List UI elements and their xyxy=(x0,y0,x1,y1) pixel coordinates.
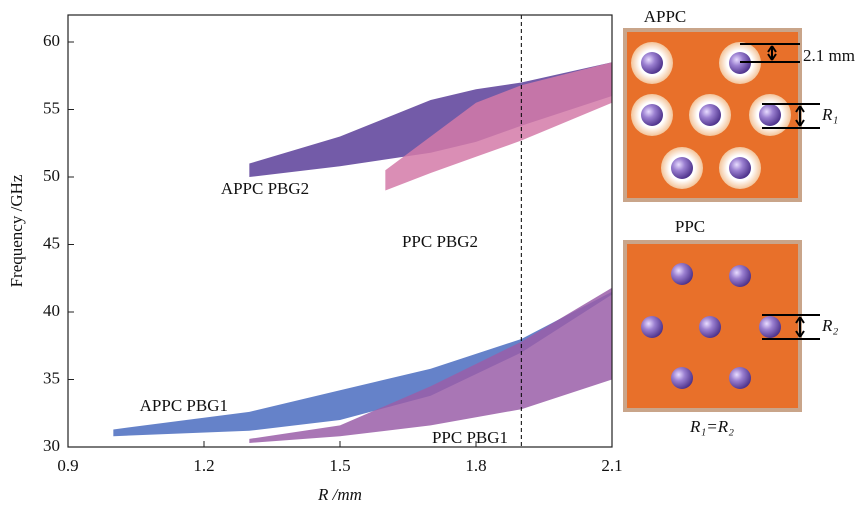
rod xyxy=(729,265,751,287)
rod xyxy=(641,52,663,74)
rod xyxy=(671,367,693,389)
y-tick-label: 40 xyxy=(43,301,60,320)
y-tick-label: 45 xyxy=(43,233,60,252)
rod xyxy=(671,157,693,179)
figure: APPC PBG2 PPC PBG2 APPC PBG1 PPC PBG1 R … xyxy=(0,0,867,512)
x-tick-label: 1.8 xyxy=(465,456,486,475)
y-axis-label: Frequency /GHz xyxy=(7,174,26,287)
panel-title: APPC xyxy=(644,7,687,26)
x-tick-label: 2.1 xyxy=(601,456,622,475)
x-axis-label: R /mm xyxy=(317,485,362,504)
rod xyxy=(729,157,751,179)
x-tick-label: 1.5 xyxy=(329,456,350,475)
rod xyxy=(699,104,721,126)
rod xyxy=(699,316,721,338)
rod xyxy=(641,104,663,126)
x-tick-label: 1.2 xyxy=(193,456,214,475)
gap-label: 2.1 mm xyxy=(803,46,855,65)
y-tick-label: 55 xyxy=(43,98,60,117)
panel-title: PPC xyxy=(675,217,705,236)
rod xyxy=(729,367,751,389)
band-label: PPC PBG2 xyxy=(402,232,478,251)
rod xyxy=(641,316,663,338)
x-tick-label: 0.9 xyxy=(57,456,78,475)
appc-diagram: APPC 2.1 mm R₁ xyxy=(625,7,855,200)
rod xyxy=(759,316,781,338)
ppc-diagram: PPC R₂ R₁=R₂ xyxy=(625,217,838,436)
radius-label: R₁ xyxy=(821,105,838,124)
band-label: APPC PBG1 xyxy=(140,396,228,415)
rod xyxy=(671,263,693,285)
y-tick-label: 35 xyxy=(43,368,60,387)
relation-label: R₁=R₂ xyxy=(689,417,734,436)
rod xyxy=(759,104,781,126)
band-label: PPC PBG1 xyxy=(432,428,508,447)
radius-label: R₂ xyxy=(821,316,838,335)
y-tick-label: 50 xyxy=(43,166,60,185)
y-tick-label: 60 xyxy=(43,31,60,50)
band-label: APPC PBG2 xyxy=(221,179,309,198)
y-tick-label: 30 xyxy=(43,436,60,455)
